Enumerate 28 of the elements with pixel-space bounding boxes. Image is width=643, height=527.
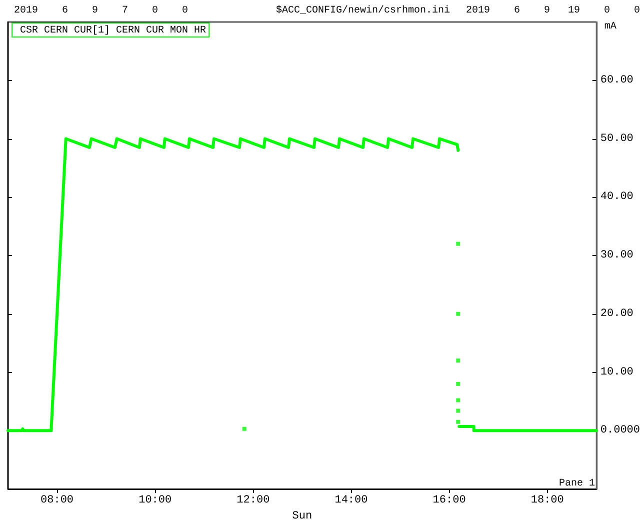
x-tick-label: 14:00 xyxy=(334,494,368,506)
text: $ACC_CONFIG/newin/csrhmon.ini xyxy=(276,4,450,16)
annotation: Pane 1 xyxy=(558,478,596,490)
y-tick-label: 20.00 xyxy=(600,308,634,320)
point xyxy=(456,382,460,386)
point xyxy=(456,420,460,424)
y-tick-label: 30.00 xyxy=(600,250,634,262)
point xyxy=(242,426,246,431)
y-tick-label: 60.00 xyxy=(600,74,634,86)
x-tick-label: 08:00 xyxy=(40,494,74,506)
text: 2019 6 9 7 0 0 xyxy=(14,6,188,16)
y-tick-label: 50.00 xyxy=(600,132,634,145)
y-tick-label: 40.00 xyxy=(600,191,634,204)
point xyxy=(456,242,460,246)
x-tick-label: 10:00 xyxy=(138,494,172,506)
x-tick-label: 16:00 xyxy=(432,494,466,506)
y-tick-label: 0.0000 xyxy=(600,424,640,437)
x-tick-label: 12:00 xyxy=(236,494,270,506)
point xyxy=(456,358,460,363)
y-axis-title: mA xyxy=(604,22,616,32)
point xyxy=(456,398,460,402)
point xyxy=(456,408,460,413)
point xyxy=(456,312,460,316)
text: CSR CERN CUR[1] CERN CUR MON HR xyxy=(20,24,206,36)
x-axis-title: Sun xyxy=(292,510,312,522)
y-tick-label: 10.00 xyxy=(600,366,634,378)
text: 2019 6 9 19 0 0 xyxy=(466,6,640,16)
x-tick-label: 18:00 xyxy=(530,494,564,506)
